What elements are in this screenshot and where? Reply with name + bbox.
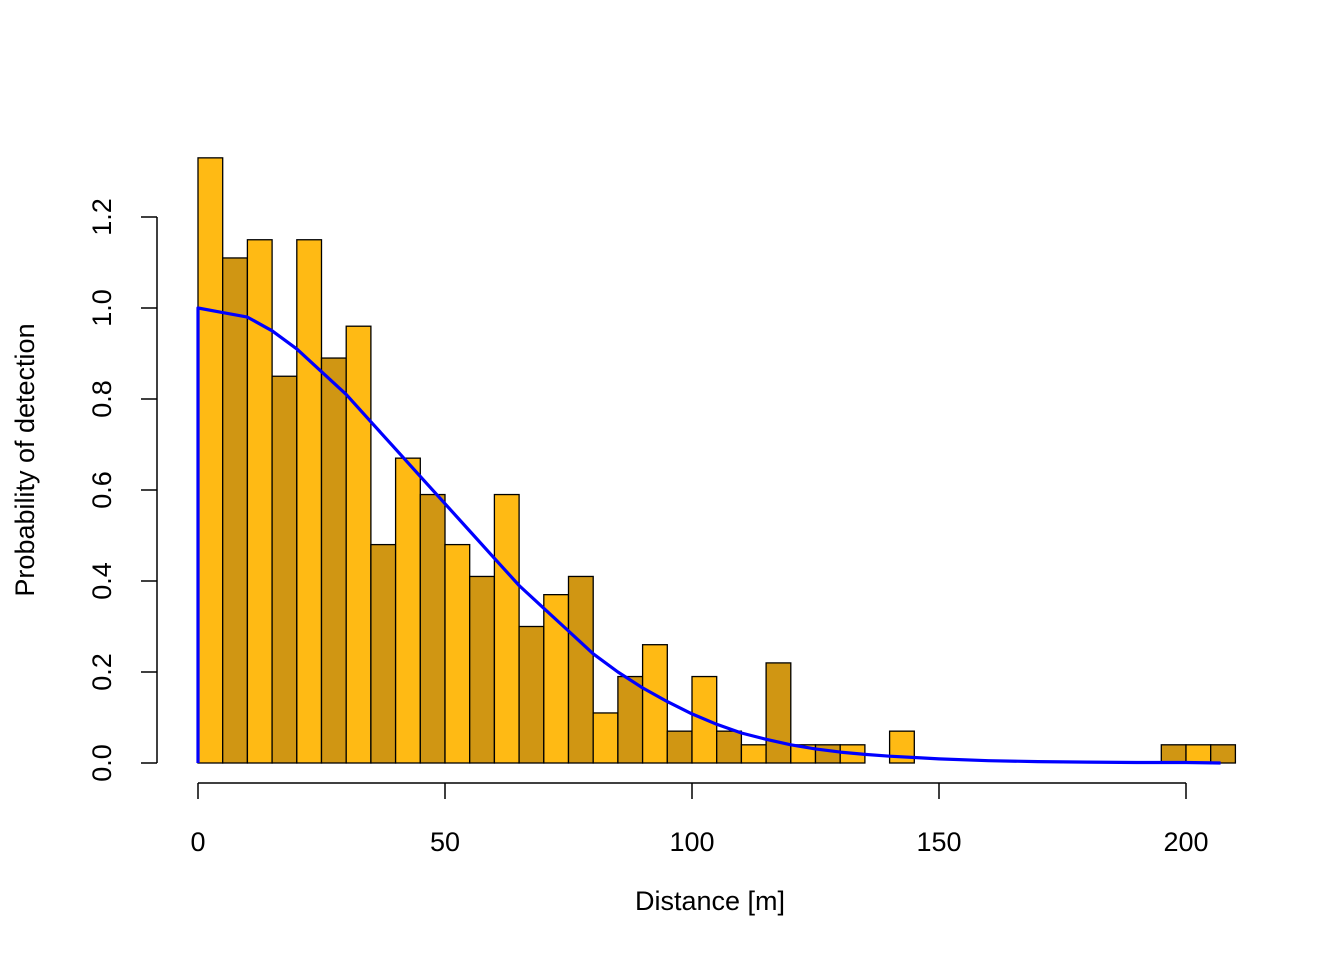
detection-curve [196, 306, 1221, 765]
histogram-bar [1185, 744, 1212, 764]
histogram-bar [666, 730, 693, 764]
x-tick-label: 150 [916, 827, 961, 857]
histogram-bar [765, 662, 792, 764]
y-tick-label: 0.0 [87, 744, 117, 782]
histogram-bar [592, 712, 619, 764]
histogram-bar [320, 357, 347, 764]
histogram-bar [518, 625, 545, 764]
y-axis-label: Probability of detection [10, 323, 40, 596]
histogram-bar [567, 575, 594, 764]
y-tick-label: 0.4 [87, 562, 117, 600]
histogram-bar [716, 730, 743, 764]
histogram-bars [197, 157, 1237, 764]
histogram-bar [1210, 744, 1237, 764]
x-axis-label: Distance [m] [635, 886, 785, 916]
detection-curve-layer [196, 306, 1221, 765]
x-tick-label: 0 [190, 827, 205, 857]
x-axis: 0 50 100 150 200 [190, 782, 1209, 857]
histogram-bar [197, 157, 224, 764]
histogram-bar [222, 257, 249, 764]
y-tick-label: 0.6 [87, 471, 117, 509]
histogram-bar [814, 744, 841, 764]
y-tick-label: 1.0 [87, 289, 117, 327]
histogram-bar [543, 594, 570, 764]
y-tick-label: 1.2 [87, 198, 117, 236]
histogram-bar [469, 575, 496, 764]
histogram-bar [296, 239, 323, 764]
histogram-bar [740, 744, 767, 764]
histogram-bar [1160, 744, 1187, 764]
y-axis: 0.0 0.2 0.4 0.6 0.8 1.0 1.2 [87, 198, 158, 782]
y-tick-label: 0.2 [87, 653, 117, 691]
x-tick-label: 200 [1163, 827, 1208, 857]
histogram-bar [493, 493, 520, 764]
histogram-bar [419, 493, 446, 764]
histogram-bar [444, 543, 471, 764]
x-tick-label: 100 [669, 827, 714, 857]
histogram-bar [641, 644, 668, 764]
x-tick-label: 50 [430, 827, 460, 857]
histogram-bar [394, 457, 421, 764]
histogram-bar [345, 325, 372, 764]
histogram-bar [617, 675, 644, 764]
histogram-bar [271, 375, 298, 764]
y-tick-label: 0.8 [87, 380, 117, 418]
histogram-bar [370, 543, 397, 764]
